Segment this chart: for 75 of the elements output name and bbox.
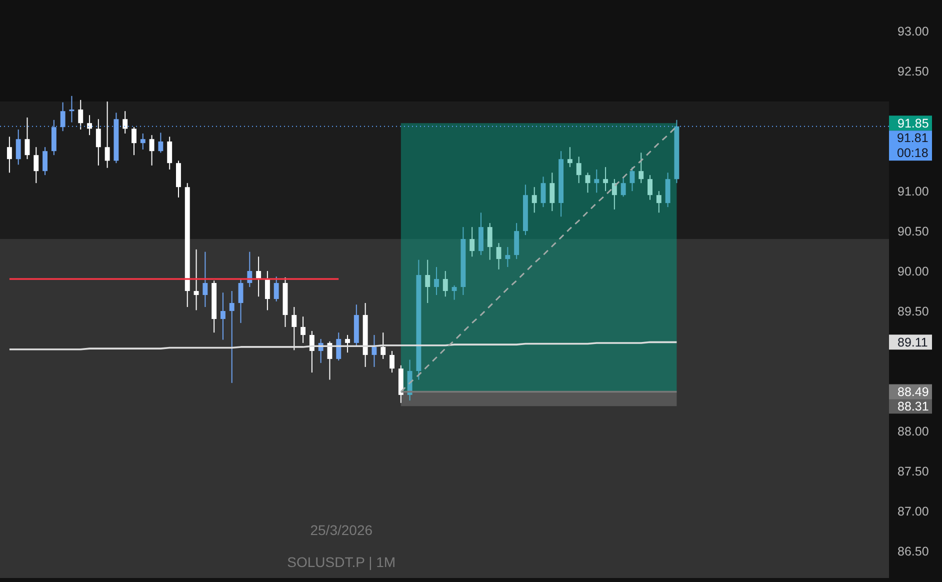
y-tick-label: 90.00 (898, 264, 929, 279)
candlestick (470, 226, 475, 258)
y-tick-label: 86.50 (898, 544, 929, 558)
candlestick (603, 166, 608, 192)
candlestick (656, 190, 662, 214)
candlestick (550, 172, 555, 212)
candlestick (202, 251, 208, 308)
candlestick (532, 186, 537, 214)
ref-line-label: 91.81 00:18 (897, 131, 928, 160)
candlestick (104, 101, 110, 168)
annotation: SOLUSDT.P | 1M (287, 554, 396, 570)
candlestick (540, 176, 546, 208)
candlestick (6, 136, 12, 174)
candlestick (425, 259, 430, 304)
y-tick-label: 88.49 (898, 385, 929, 400)
y-tick-label: 91.00 (898, 184, 929, 199)
candlestick (140, 133, 146, 150)
candlestick (51, 119, 56, 156)
y-tick-label: 91.85 (898, 116, 929, 131)
candlestick (16, 129, 21, 166)
candlestick (238, 278, 244, 324)
candlestick (24, 117, 30, 160)
candlestick (309, 330, 314, 374)
candlestick (336, 332, 342, 362)
candlestick (132, 126, 136, 156)
candlestick (300, 316, 306, 344)
candlestick (292, 306, 297, 351)
annotation: 25/3/2026 (310, 522, 373, 538)
candlestick (434, 266, 439, 296)
candlestick (585, 172, 590, 194)
candlestick (42, 146, 48, 176)
y-tick-label: 87.00 (898, 504, 929, 518)
candlestick (496, 242, 502, 270)
candlestick (478, 212, 484, 256)
candlestick (167, 136, 172, 170)
candlestick (87, 114, 92, 136)
y-tick-label: 88.00 (898, 424, 929, 438)
candlestick (372, 334, 377, 368)
candlestick (665, 172, 670, 208)
y-tick-label: 87.50 (898, 464, 929, 478)
candlestick (274, 276, 279, 302)
candlestick (576, 156, 582, 184)
candlestick (78, 99, 84, 130)
candlestick (630, 166, 635, 192)
candlestick (122, 110, 128, 134)
candlestick (452, 284, 457, 300)
candlestick (176, 160, 181, 198)
candlestick (514, 222, 520, 260)
candlestick (442, 270, 448, 298)
candlestick (158, 132, 164, 154)
candlestick (638, 152, 644, 184)
y-tick-label: 88.31 (898, 400, 929, 414)
candlestick (594, 168, 600, 194)
candlestick (345, 334, 350, 354)
y-tick-label: 93.00 (898, 24, 929, 39)
candlestick (34, 146, 39, 184)
candlestick (505, 246, 510, 268)
y-tick-label: 90.50 (898, 224, 929, 239)
candlestick (648, 174, 652, 200)
candlestick (149, 134, 154, 166)
candlestick (390, 350, 394, 374)
y-tick-label: 92.50 (898, 64, 929, 79)
candlestick (567, 146, 572, 168)
y-tick-label: 89.11 (898, 336, 928, 350)
candlestick (220, 292, 226, 340)
y-tick-label: 89.50 (898, 304, 929, 318)
candlestick (229, 290, 234, 384)
candlestick (60, 102, 66, 132)
candlestick (612, 178, 617, 210)
candlestick (264, 270, 270, 311)
candlestick (194, 248, 199, 311)
candlestick (96, 118, 101, 166)
candlestick (487, 222, 492, 260)
candlestick (620, 176, 626, 198)
candlestick (380, 332, 386, 360)
